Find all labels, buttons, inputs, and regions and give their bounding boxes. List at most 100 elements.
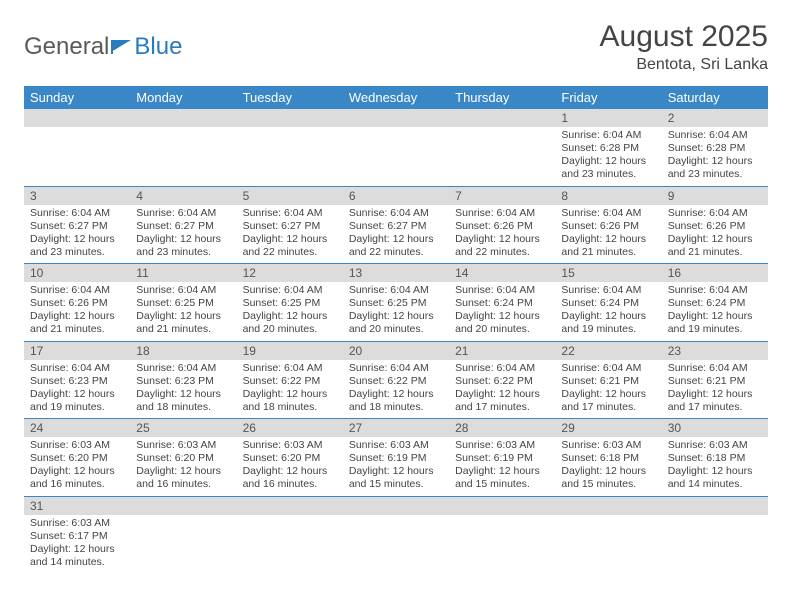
sunset: Sunset: 6:22 PM — [349, 375, 443, 388]
day-number: 5 — [237, 187, 343, 205]
daylight: Daylight: 12 hours and 23 minutes. — [136, 233, 230, 259]
calendar-cell: 20Sunrise: 6:04 AMSunset: 6:22 PMDayligh… — [343, 341, 449, 419]
calendar-cell: 11Sunrise: 6:04 AMSunset: 6:25 PMDayligh… — [130, 264, 236, 342]
daylight: Daylight: 12 hours and 22 minutes. — [243, 233, 337, 259]
daylight: Daylight: 12 hours and 14 minutes. — [30, 543, 124, 569]
day-info: Sunrise: 6:04 AMSunset: 6:22 PMDaylight:… — [343, 360, 449, 419]
calendar-cell: 25Sunrise: 6:03 AMSunset: 6:20 PMDayligh… — [130, 419, 236, 497]
sunset: Sunset: 6:27 PM — [349, 220, 443, 233]
calendar-cell: 9Sunrise: 6:04 AMSunset: 6:26 PMDaylight… — [662, 186, 768, 264]
sunrise: Sunrise: 6:03 AM — [30, 517, 124, 530]
day-number: 20 — [343, 342, 449, 360]
col-monday: Monday — [130, 86, 236, 109]
sunrise: Sunrise: 6:04 AM — [136, 207, 230, 220]
calendar-cell — [130, 496, 236, 573]
day-number — [662, 497, 768, 515]
day-number: 27 — [343, 419, 449, 437]
day-number: 23 — [662, 342, 768, 360]
day-number: 1 — [555, 109, 661, 127]
day-number — [343, 497, 449, 515]
day-number: 21 — [449, 342, 555, 360]
logo-flag-icon — [111, 38, 133, 54]
sunset: Sunset: 6:24 PM — [561, 297, 655, 310]
sunset: Sunset: 6:18 PM — [561, 452, 655, 465]
sunset: Sunset: 6:25 PM — [243, 297, 337, 310]
calendar-cell: 6Sunrise: 6:04 AMSunset: 6:27 PMDaylight… — [343, 186, 449, 264]
calendar-row: 1Sunrise: 6:04 AMSunset: 6:28 PMDaylight… — [24, 109, 768, 186]
sunset: Sunset: 6:26 PM — [561, 220, 655, 233]
day-info: Sunrise: 6:03 AMSunset: 6:20 PMDaylight:… — [237, 437, 343, 496]
sunset: Sunset: 6:28 PM — [668, 142, 762, 155]
day-number: 16 — [662, 264, 768, 282]
calendar-cell: 28Sunrise: 6:03 AMSunset: 6:19 PMDayligh… — [449, 419, 555, 497]
title-block: August 2025 Bentota, Sri Lanka — [600, 20, 768, 74]
day-info: Sunrise: 6:04 AMSunset: 6:25 PMDaylight:… — [237, 282, 343, 341]
day-number: 30 — [662, 419, 768, 437]
day-info: Sunrise: 6:03 AMSunset: 6:17 PMDaylight:… — [24, 515, 130, 574]
calendar-row: 3Sunrise: 6:04 AMSunset: 6:27 PMDaylight… — [24, 186, 768, 264]
calendar-cell: 18Sunrise: 6:04 AMSunset: 6:23 PMDayligh… — [130, 341, 236, 419]
day-info: Sunrise: 6:04 AMSunset: 6:26 PMDaylight:… — [24, 282, 130, 341]
day-number: 2 — [662, 109, 768, 127]
sunrise: Sunrise: 6:04 AM — [243, 362, 337, 375]
sunrise: Sunrise: 6:04 AM — [30, 284, 124, 297]
col-thursday: Thursday — [449, 86, 555, 109]
day-info: Sunrise: 6:03 AMSunset: 6:18 PMDaylight:… — [662, 437, 768, 496]
sunrise: Sunrise: 6:04 AM — [561, 284, 655, 297]
sunrise: Sunrise: 6:03 AM — [243, 439, 337, 452]
daylight: Daylight: 12 hours and 15 minutes. — [455, 465, 549, 491]
calendar-cell: 29Sunrise: 6:03 AMSunset: 6:18 PMDayligh… — [555, 419, 661, 497]
daylight: Daylight: 12 hours and 18 minutes. — [243, 388, 337, 414]
daylight: Daylight: 12 hours and 16 minutes. — [136, 465, 230, 491]
day-info: Sunrise: 6:04 AMSunset: 6:26 PMDaylight:… — [555, 205, 661, 264]
sunrise: Sunrise: 6:04 AM — [455, 207, 549, 220]
daylight: Daylight: 12 hours and 21 minutes. — [30, 310, 124, 336]
sunrise: Sunrise: 6:03 AM — [668, 439, 762, 452]
calendar-cell — [555, 496, 661, 573]
calendar-cell: 31Sunrise: 6:03 AMSunset: 6:17 PMDayligh… — [24, 496, 130, 573]
calendar-row: 31Sunrise: 6:03 AMSunset: 6:17 PMDayligh… — [24, 496, 768, 573]
daylight: Daylight: 12 hours and 20 minutes. — [455, 310, 549, 336]
day-number: 26 — [237, 419, 343, 437]
daylight: Daylight: 12 hours and 17 minutes. — [561, 388, 655, 414]
day-number: 8 — [555, 187, 661, 205]
day-info: Sunrise: 6:04 AMSunset: 6:21 PMDaylight:… — [555, 360, 661, 419]
day-number — [343, 109, 449, 127]
day-number: 13 — [343, 264, 449, 282]
day-info: Sunrise: 6:04 AMSunset: 6:21 PMDaylight:… — [662, 360, 768, 419]
sunset: Sunset: 6:28 PM — [561, 142, 655, 155]
sunrise: Sunrise: 6:03 AM — [136, 439, 230, 452]
daylight: Daylight: 12 hours and 14 minutes. — [668, 465, 762, 491]
sunset: Sunset: 6:22 PM — [243, 375, 337, 388]
calendar-row: 17Sunrise: 6:04 AMSunset: 6:23 PMDayligh… — [24, 341, 768, 419]
day-info: Sunrise: 6:04 AMSunset: 6:26 PMDaylight:… — [662, 205, 768, 264]
day-number — [555, 497, 661, 515]
calendar-table: Sunday Monday Tuesday Wednesday Thursday… — [24, 86, 768, 573]
col-tuesday: Tuesday — [237, 86, 343, 109]
sunrise: Sunrise: 6:04 AM — [668, 207, 762, 220]
calendar-cell — [449, 496, 555, 573]
day-info: Sunrise: 6:04 AMSunset: 6:26 PMDaylight:… — [449, 205, 555, 264]
sunset: Sunset: 6:25 PM — [136, 297, 230, 310]
logo: General Blue — [24, 33, 182, 61]
sunrise: Sunrise: 6:04 AM — [136, 362, 230, 375]
sunrise: Sunrise: 6:04 AM — [349, 207, 443, 220]
col-wednesday: Wednesday — [343, 86, 449, 109]
day-info: Sunrise: 6:04 AMSunset: 6:22 PMDaylight:… — [237, 360, 343, 419]
day-number: 28 — [449, 419, 555, 437]
day-info: Sunrise: 6:04 AMSunset: 6:28 PMDaylight:… — [555, 127, 661, 186]
day-number: 18 — [130, 342, 236, 360]
calendar-cell: 12Sunrise: 6:04 AMSunset: 6:25 PMDayligh… — [237, 264, 343, 342]
day-info: Sunrise: 6:04 AMSunset: 6:22 PMDaylight:… — [449, 360, 555, 419]
day-number: 7 — [449, 187, 555, 205]
day-info: Sunrise: 6:03 AMSunset: 6:18 PMDaylight:… — [555, 437, 661, 496]
calendar-cell: 2Sunrise: 6:04 AMSunset: 6:28 PMDaylight… — [662, 109, 768, 186]
calendar-cell: 26Sunrise: 6:03 AMSunset: 6:20 PMDayligh… — [237, 419, 343, 497]
calendar-cell: 27Sunrise: 6:03 AMSunset: 6:19 PMDayligh… — [343, 419, 449, 497]
sunset: Sunset: 6:21 PM — [561, 375, 655, 388]
logo-text-blue: Blue — [134, 33, 182, 61]
day-number: 29 — [555, 419, 661, 437]
daylight: Daylight: 12 hours and 21 minutes. — [561, 233, 655, 259]
calendar-cell: 4Sunrise: 6:04 AMSunset: 6:27 PMDaylight… — [130, 186, 236, 264]
weekday-header-row: Sunday Monday Tuesday Wednesday Thursday… — [24, 86, 768, 109]
